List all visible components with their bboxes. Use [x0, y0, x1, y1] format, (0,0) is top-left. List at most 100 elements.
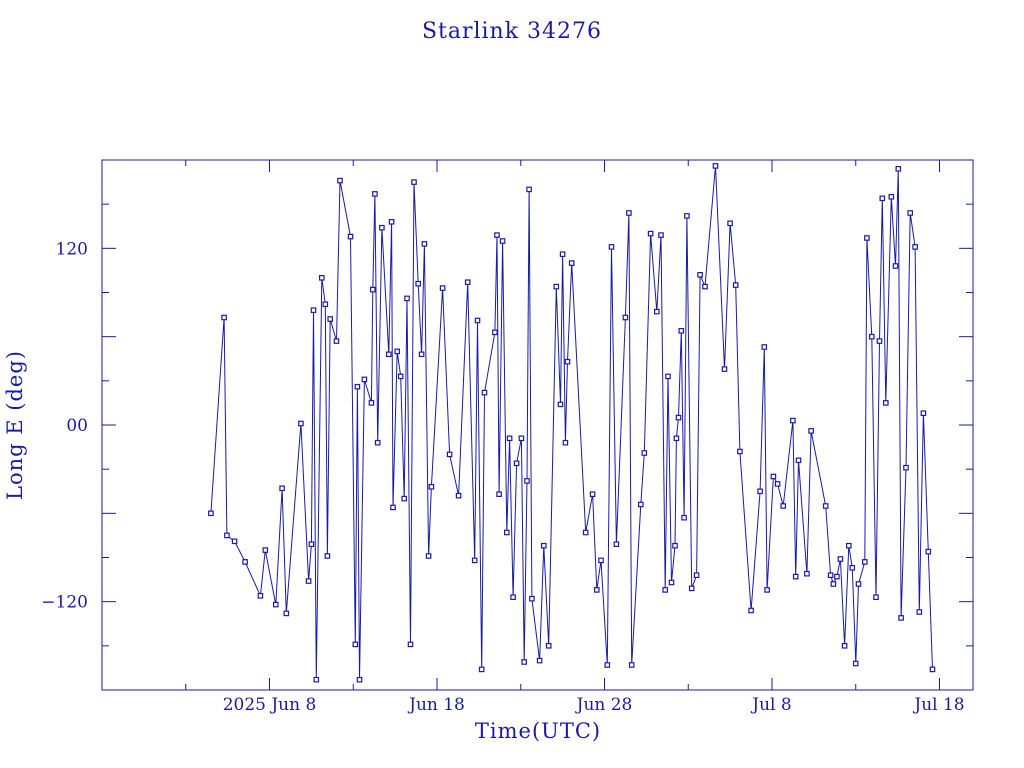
- data-point: [221, 314, 227, 321]
- data-point: [665, 373, 671, 380]
- data-point: [333, 338, 340, 344]
- axis-ticks: [102, 160, 973, 690]
- data-point: [658, 232, 664, 238]
- data-point: [912, 244, 918, 250]
- data-point: [873, 594, 879, 601]
- data-point: [675, 414, 682, 421]
- data-point-markers: [208, 163, 936, 683]
- data-point: [327, 316, 334, 322]
- data-point: [529, 595, 535, 602]
- data-point: [564, 358, 571, 365]
- data-point: [613, 541, 620, 548]
- data-point: [397, 373, 404, 380]
- data-point: [553, 283, 560, 290]
- x-tick-label: 2025 Jun 8: [223, 695, 317, 715]
- data-point: [748, 607, 754, 614]
- x-tick-label: Jul 18: [912, 695, 964, 715]
- data-point: [404, 295, 410, 302]
- data-point: [761, 344, 768, 350]
- data-point: [471, 557, 478, 564]
- data-point: [257, 592, 264, 599]
- x-tick-label: Jun 18: [407, 695, 465, 715]
- data-point: [526, 186, 532, 193]
- data-point: [499, 238, 506, 244]
- data-point: [892, 263, 899, 269]
- data-point: [681, 514, 687, 521]
- data-point: [401, 495, 408, 502]
- data-point: [494, 232, 500, 238]
- data-point: [841, 642, 848, 649]
- data-point: [702, 283, 708, 290]
- data-point: [653, 308, 660, 315]
- data-point: [861, 559, 868, 565]
- data-point: [506, 435, 513, 442]
- data-point: [830, 581, 837, 587]
- data-point: [352, 641, 359, 648]
- data-point: [582, 529, 589, 536]
- data-point: [394, 348, 401, 355]
- data-point: [313, 676, 320, 683]
- data-point: [337, 177, 343, 184]
- data-point: [474, 317, 481, 324]
- data-point: [283, 610, 290, 617]
- data-point: [804, 570, 810, 577]
- data-point: [684, 213, 690, 219]
- data-point: [737, 448, 743, 455]
- data-point: [929, 666, 936, 673]
- data-point: [324, 553, 331, 559]
- x-tick-label: Jul 8: [750, 695, 791, 715]
- data-point: [764, 587, 770, 593]
- data-point: [231, 538, 238, 545]
- data-point: [510, 594, 516, 601]
- y-tick-label: −120: [41, 593, 88, 613]
- data-point: [464, 279, 471, 286]
- data-point: [521, 659, 528, 665]
- data-point: [536, 657, 543, 664]
- data-point: [415, 280, 422, 287]
- data-point: [895, 166, 902, 172]
- data-point: [678, 328, 685, 334]
- data-point: [647, 230, 654, 237]
- data-point: [421, 241, 428, 247]
- data-point: [662, 587, 669, 593]
- data-point: [628, 662, 635, 668]
- data-point: [732, 282, 739, 288]
- data-point: [279, 485, 285, 492]
- y-tick-label: 120: [56, 239, 88, 259]
- data-point: [693, 572, 700, 579]
- data-point: [496, 491, 502, 498]
- data-point: [262, 547, 269, 553]
- data-point: [370, 286, 376, 293]
- data-point: [361, 376, 368, 383]
- data-point: [478, 666, 485, 673]
- y-axis-tick-labels: 120 00 −120: [41, 239, 88, 612]
- data-point: [481, 389, 488, 396]
- data-point: [792, 573, 799, 580]
- x-axis-label: Time(UTC): [475, 719, 601, 743]
- data-point: [757, 488, 763, 495]
- data-point: [721, 366, 728, 372]
- data-point: [916, 609, 923, 615]
- data-point: [598, 557, 604, 564]
- data-point: [855, 581, 862, 587]
- data-point: [795, 457, 802, 464]
- data-point: [834, 573, 840, 580]
- data-point: [428, 484, 435, 490]
- data-point: [882, 400, 889, 406]
- data-point: [876, 338, 883, 344]
- data-point: [545, 642, 552, 649]
- data-point: [827, 572, 834, 579]
- data-point: [557, 401, 564, 408]
- data-point: [298, 420, 304, 427]
- data-point: [774, 481, 781, 487]
- data-point: [368, 400, 375, 406]
- data-point: [386, 351, 392, 358]
- data-point: [319, 275, 325, 281]
- data-point: [524, 478, 530, 484]
- series-line: [210, 165, 933, 680]
- data-point: [354, 383, 361, 390]
- y-tick-label: 00: [66, 416, 88, 436]
- data-point: [925, 548, 932, 555]
- data-point: [439, 285, 446, 291]
